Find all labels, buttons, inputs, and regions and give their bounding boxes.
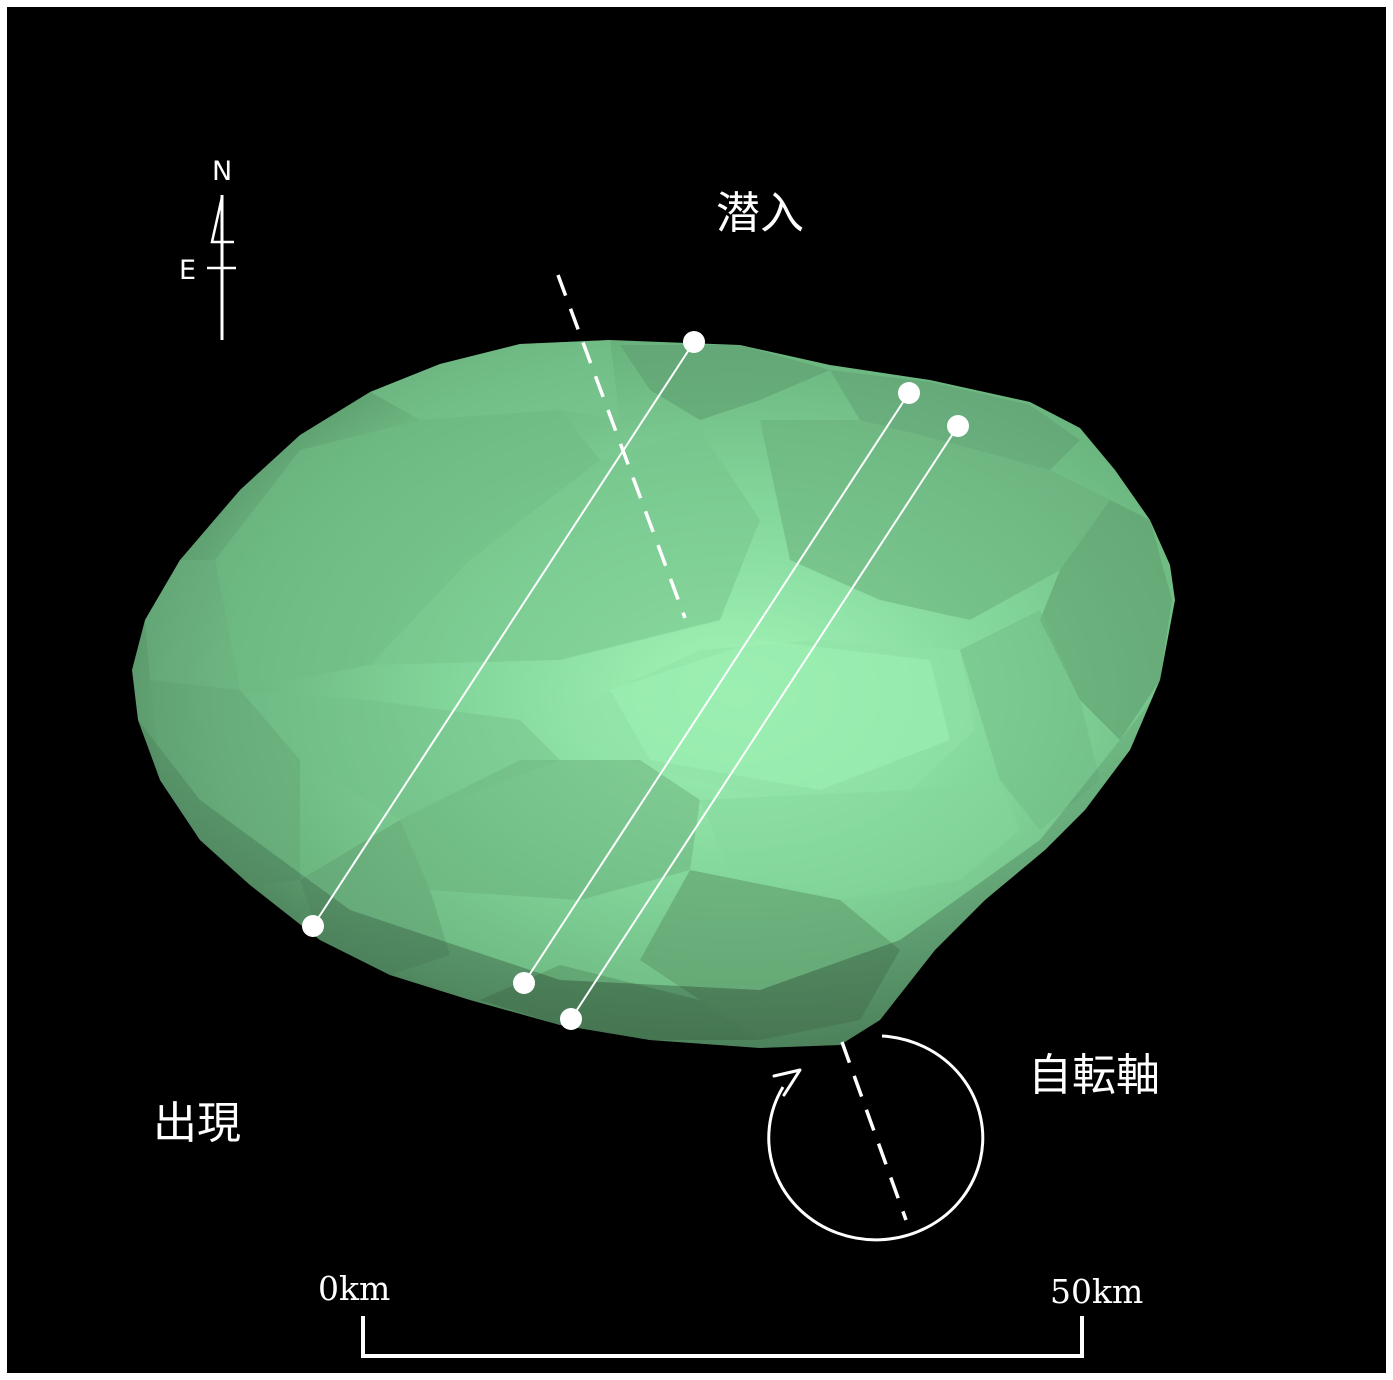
facet (145, 560, 240, 690)
ingress-point (947, 415, 969, 437)
facet (150, 680, 300, 885)
scale-end-label: 50km (1050, 1272, 1143, 1311)
facet (370, 430, 760, 665)
facet (1040, 500, 1172, 740)
rotation-axis-label: 自転軸 (1028, 1050, 1160, 1101)
facet (400, 760, 700, 900)
chord-1 (302, 331, 705, 937)
asteroid-shape-model (132, 340, 1175, 1048)
facet (610, 640, 950, 790)
facet (215, 410, 600, 690)
chord-line (523, 392, 910, 984)
rotation-circle (767, 1034, 985, 1242)
facet (620, 345, 830, 420)
compass: N E (179, 156, 236, 340)
scale-bar-line (361, 1316, 1084, 1358)
egress-point (560, 1008, 582, 1030)
rotation-arrowhead-icon (772, 1068, 802, 1097)
facet (760, 420, 1110, 620)
north-arrow-icon (210, 196, 234, 244)
rotation-indicator (767, 1034, 985, 1242)
ingress-point (683, 331, 705, 353)
chord-line (312, 341, 695, 927)
asteroid-lower-shade (138, 600, 1175, 1048)
spin-axis-lower-dashed (840, 1041, 908, 1221)
chord-3 (560, 415, 969, 1030)
facet (960, 610, 1100, 830)
egress-point (302, 915, 324, 937)
spin-axis (556, 274, 908, 1221)
scale-bar: 0km 50km (318, 1269, 1143, 1358)
chord-line (570, 425, 959, 1020)
ingress-point (898, 382, 920, 404)
scale-start-label: 0km (318, 1269, 390, 1308)
ingress-label: 潜入 (716, 188, 804, 239)
facet (700, 780, 1020, 900)
asteroid-facets (145, 340, 1172, 1040)
facet (370, 340, 620, 420)
north-label: N (212, 156, 232, 187)
east-label: E (179, 255, 196, 286)
egress-label: 出現 (153, 1098, 241, 1149)
egress-point (513, 972, 535, 994)
spin-axis-upper-dashed (556, 274, 687, 619)
occultation-chords (302, 331, 969, 1030)
chord-2 (513, 382, 920, 994)
facet (240, 690, 560, 820)
